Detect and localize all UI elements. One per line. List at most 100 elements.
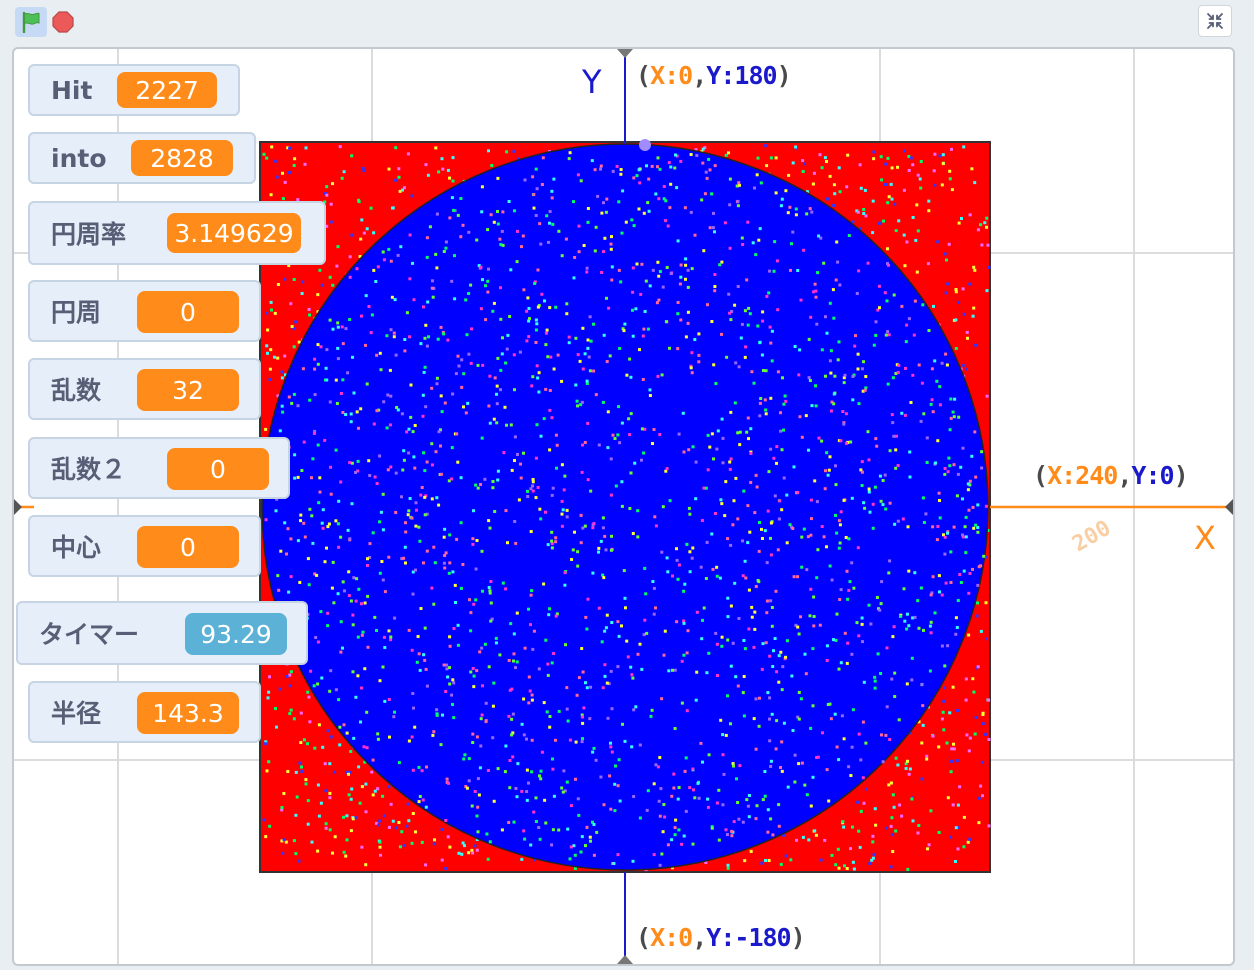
speckle-dot: [677, 786, 681, 789]
speckle-dot: [486, 857, 490, 861]
speckle-dot: [514, 541, 518, 545]
speckle-dot: [639, 292, 643, 296]
speckle-dot: [867, 458, 871, 462]
speckle-dot: [328, 762, 332, 766]
speckle-dot: [755, 173, 759, 177]
monitor-circumference[interactable]: 円周 0: [28, 280, 261, 342]
speckle-dot: [787, 173, 791, 177]
speckle-dot: [561, 508, 565, 512]
speckle-dot: [611, 169, 615, 173]
speckle-dot: [779, 862, 783, 866]
speckle-dot: [638, 181, 642, 185]
speckle-dot: [569, 804, 573, 808]
speckle-dot: [544, 638, 548, 642]
speckle-dot: [745, 798, 749, 802]
monitor-hit[interactable]: Hit 2227: [28, 64, 240, 116]
speckle-dot: [946, 470, 950, 474]
exit-fullscreen-button[interactable]: [1198, 5, 1232, 37]
speckle-dot: [662, 653, 666, 657]
speckle-dot: [964, 677, 968, 681]
speckle-dot: [927, 843, 931, 847]
speckle-dot: [942, 728, 946, 732]
monitor-center[interactable]: 中心 0: [28, 515, 261, 577]
speckle-dot: [340, 325, 344, 329]
speckle-dot: [399, 245, 403, 249]
speckle-dot: [406, 152, 410, 156]
speckle-dot: [773, 240, 777, 244]
speckle-dot: [846, 597, 850, 601]
monitor-radius[interactable]: 半径 143.3: [28, 681, 261, 743]
speckle-dot: [680, 659, 684, 663]
speckle-dot: [609, 741, 612, 745]
speckle-dot: [372, 268, 376, 272]
speckle-dot: [660, 373, 664, 377]
speckle-dot: [450, 477, 454, 481]
monitor-into[interactable]: into 2828: [28, 132, 256, 184]
speckle-dot: [849, 440, 853, 444]
speckle-dot: [567, 335, 571, 339]
speckle-dot: [557, 229, 561, 233]
speckle-dot: [576, 550, 580, 554]
speckle-dot: [589, 839, 592, 843]
speckle-dot: [574, 740, 578, 744]
speckle-dot: [586, 346, 590, 350]
speckle-dot: [575, 399, 579, 403]
speckle-dot: [726, 596, 730, 600]
speckle-dot: [683, 769, 687, 773]
speckle-dot: [550, 416, 554, 420]
speckle-dot: [859, 809, 863, 813]
speckle-dot: [527, 307, 531, 310]
speckle-dot: [874, 320, 878, 324]
speckle-dot: [450, 693, 454, 697]
speckle-dot: [602, 250, 605, 254]
speckle-dot: [581, 737, 584, 741]
speckle-dot: [340, 176, 344, 180]
speckle-dot: [758, 340, 762, 344]
speckle-dot: [675, 154, 679, 158]
stop-button[interactable]: [52, 11, 74, 33]
speckle-dot: [656, 156, 660, 160]
speckle-dot: [270, 308, 273, 312]
speckle-dot: [296, 404, 300, 408]
speckle-dot: [525, 339, 529, 343]
speckle-dot: [338, 145, 342, 149]
speckle-dot: [596, 194, 600, 198]
monitor-pi[interactable]: 円周率 3.149629: [28, 201, 326, 265]
speckle-dot: [471, 542, 475, 546]
speckle-dot: [585, 270, 589, 274]
green-flag-button[interactable]: [15, 7, 47, 37]
speckle-dot: [901, 517, 905, 521]
speckle-dot: [500, 352, 504, 356]
speckle-dot: [609, 548, 613, 552]
speckle-dot: [443, 527, 447, 531]
speckle-dot: [456, 460, 460, 464]
speckle-dot: [710, 192, 714, 196]
speckle-dot: [987, 265, 991, 269]
speckle-dot: [935, 538, 939, 542]
speckle-dot: [616, 784, 620, 788]
speckle-dot: [286, 527, 290, 531]
monitor-value: 0: [167, 448, 269, 490]
speckle-dot: [348, 255, 352, 259]
speckle-dot: [350, 233, 354, 237]
speckle-dot: [776, 548, 780, 552]
monitor-random[interactable]: 乱数 32: [28, 358, 261, 420]
speckle-dot: [921, 496, 925, 500]
speckle-dot: [352, 736, 356, 740]
speckle-dot: [472, 602, 476, 606]
speckle-dot: [749, 481, 753, 484]
speckle-dot: [508, 786, 512, 790]
speckle-dot: [740, 322, 744, 326]
speckle-dot: [387, 825, 391, 829]
speckle-dot: [765, 164, 769, 168]
speckle-dot: [780, 740, 784, 744]
speckle-dot: [487, 267, 490, 271]
speckle-dot: [838, 541, 842, 545]
monitor-random-2[interactable]: 乱数２ 0: [28, 437, 290, 499]
speckle-dot: [679, 159, 683, 163]
speckle-dot: [631, 266, 635, 270]
speckle-dot: [417, 800, 421, 804]
monitor-timer[interactable]: タイマー 93.29: [16, 601, 308, 665]
stage[interactable]: Y X 200 (X:0,Y:180) (X:240,Y:0) (X:0,Y:-…: [12, 47, 1235, 966]
speckle-dot: [715, 565, 719, 569]
